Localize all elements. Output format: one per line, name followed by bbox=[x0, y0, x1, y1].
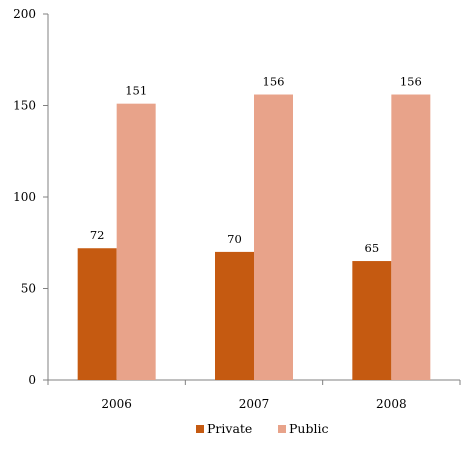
bar-public-2006 bbox=[116, 103, 156, 381]
y-tick-label: 50 bbox=[21, 282, 36, 296]
data-label-public-2006: 151 bbox=[125, 84, 147, 98]
x-tick-label-2007: 2007 bbox=[239, 397, 270, 411]
data-label-private-2008: 65 bbox=[365, 241, 380, 255]
data-label-private-2007: 70 bbox=[227, 232, 242, 246]
bar-private-2008 bbox=[352, 261, 392, 380]
legend-label-private: Private bbox=[207, 421, 252, 436]
bar-public-2008 bbox=[391, 94, 431, 381]
y-tick-label: 200 bbox=[13, 7, 36, 21]
legend: Private Public bbox=[196, 421, 328, 436]
data-label-group: 72 151 70 156 65 156 bbox=[90, 75, 422, 256]
bar-group bbox=[77, 94, 431, 381]
legend-swatch-public bbox=[278, 425, 286, 433]
data-label-public-2008: 156 bbox=[400, 75, 422, 89]
data-label-public-2007: 156 bbox=[263, 75, 285, 89]
y-axis: 0 50 100 150 200 bbox=[13, 7, 49, 387]
legend-label-public: Public bbox=[289, 421, 328, 436]
legend-swatch-private bbox=[196, 425, 204, 433]
data-label-private-2006: 72 bbox=[90, 228, 105, 242]
x-axis: 2006 2007 2008 bbox=[47, 379, 461, 411]
bar-public-2007 bbox=[254, 94, 293, 381]
bar-private-2006 bbox=[77, 248, 117, 380]
y-tick-label: 0 bbox=[28, 373, 36, 387]
x-tick-label-2008: 2008 bbox=[376, 397, 407, 411]
y-tick-label: 100 bbox=[13, 190, 36, 204]
x-tick-label-2006: 2006 bbox=[101, 397, 132, 411]
bar-private-2007 bbox=[215, 251, 254, 380]
y-tick-label: 150 bbox=[13, 99, 36, 113]
